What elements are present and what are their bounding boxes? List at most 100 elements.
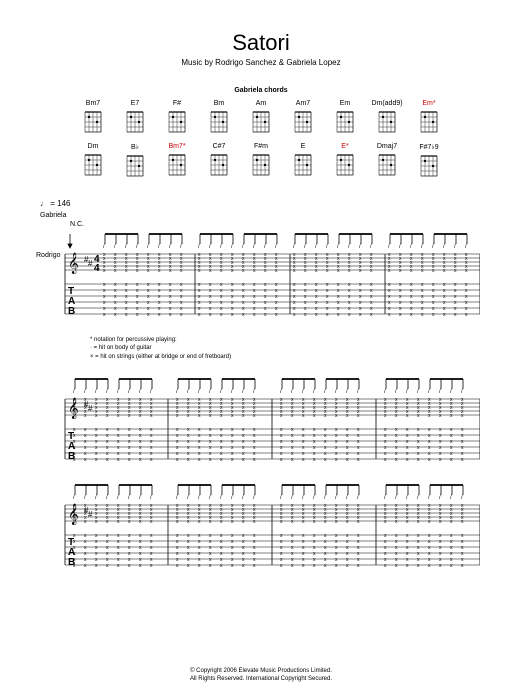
chord-box: Em* (414, 100, 444, 135)
chord-box: E7 (120, 100, 150, 135)
svg-text:x: x (357, 457, 360, 463)
svg-text:x: x (242, 457, 245, 463)
svg-text:x: x (198, 268, 201, 274)
chord-label: F# (173, 100, 181, 107)
chord-label: B♭ (131, 143, 139, 151)
svg-text:#: # (88, 510, 93, 519)
svg-text:x: x (291, 457, 294, 463)
svg-text:x: x (461, 519, 464, 525)
svg-text:/: / (103, 244, 105, 250)
svg-text:x: x (370, 268, 373, 274)
svg-text:/: / (410, 244, 412, 250)
chord-box: Dm (78, 143, 108, 179)
svg-text:x: x (231, 268, 234, 274)
svg-text:x: x (158, 312, 161, 318)
svg-text:x: x (384, 519, 387, 525)
svg-text:x: x (253, 312, 256, 318)
svg-text:x: x (346, 413, 349, 419)
no-chord-label: N.C. (70, 221, 482, 228)
svg-text:x: x (454, 268, 457, 274)
copyright-notice: © Copyright 2006 Elevate Music Productio… (0, 668, 522, 684)
svg-text:/: / (253, 495, 255, 501)
svg-text:/: / (359, 244, 361, 250)
svg-text:x: x (139, 519, 142, 525)
chord-box: Bm (204, 100, 234, 135)
svg-text:x: x (84, 413, 87, 419)
svg-text:x: x (395, 457, 398, 463)
svg-text:x: x (125, 268, 128, 274)
svg-text:x: x (428, 413, 431, 419)
svg-text:x: x (253, 563, 256, 569)
chord-diagram (124, 109, 146, 135)
notation-staff-1: //////////////////////////////// 𝄞 # # 4… (40, 230, 480, 320)
svg-text:/: / (395, 389, 397, 395)
copyright-line-1: © Copyright 2006 Elevate Music Productio… (0, 668, 522, 676)
chord-label: E* (341, 143, 348, 150)
svg-text:x: x (302, 413, 305, 419)
svg-text:/: / (128, 389, 130, 395)
svg-text:/: / (176, 495, 178, 501)
svg-text:x: x (242, 563, 245, 569)
svg-text:#: # (88, 404, 93, 413)
svg-text:/: / (84, 495, 86, 501)
svg-text:x: x (428, 457, 431, 463)
svg-text:/: / (357, 495, 359, 501)
svg-text:x: x (417, 519, 420, 525)
svg-text:x: x (432, 312, 435, 318)
chord-box: F#m (246, 143, 276, 179)
svg-text:/: / (209, 495, 211, 501)
svg-text:x: x (147, 268, 150, 274)
svg-text:x: x (95, 563, 98, 569)
svg-text:x: x (187, 457, 190, 463)
svg-text:/: / (346, 389, 348, 395)
chord-box: Dmaj7 (372, 143, 402, 179)
chord-label: Dm (88, 143, 99, 150)
svg-text:/: / (315, 244, 317, 250)
svg-text:x: x (128, 413, 131, 419)
svg-text:x: x (324, 457, 327, 463)
tempo-marking: ♩ = 146 (40, 199, 482, 208)
svg-text:/: / (384, 495, 386, 501)
svg-text:/: / (114, 244, 116, 250)
legend-title: * notation for percussive playing: (90, 336, 482, 344)
svg-text:x: x (198, 519, 201, 525)
svg-text:x: x (280, 457, 283, 463)
svg-text:/: / (209, 389, 211, 395)
svg-text:x: x (465, 268, 468, 274)
svg-text:x: x (158, 268, 161, 274)
svg-text:x: x (176, 563, 179, 569)
svg-text:x: x (275, 268, 278, 274)
chord-diagram (418, 109, 440, 135)
part-label-gabriela: Gabriela (40, 212, 482, 219)
svg-text:/: / (242, 495, 244, 501)
svg-text:/: / (324, 495, 326, 501)
svg-text:x: x (280, 413, 283, 419)
svg-text:/: / (139, 389, 141, 395)
svg-text:x: x (103, 312, 106, 318)
svg-text:x: x (103, 268, 106, 274)
svg-text:x: x (198, 413, 201, 419)
svg-text:x: x (399, 268, 402, 274)
svg-text:x: x (465, 312, 468, 318)
svg-text:/: / (198, 244, 200, 250)
svg-text:/: / (169, 244, 171, 250)
svg-text:x: x (139, 413, 142, 419)
svg-text:x: x (450, 457, 453, 463)
chord-diagram (82, 109, 104, 135)
svg-text:x: x (114, 312, 117, 318)
svg-text:x: x (73, 457, 76, 463)
chord-box: Am7 (288, 100, 318, 135)
chord-diagram-grid: Bm7E7F#BmAmAm7EmDm(add9)Em*DmB♭Bm7*C#7F#… (40, 100, 482, 179)
svg-text:x: x (395, 413, 398, 419)
svg-text:/: / (454, 244, 456, 250)
svg-text:x: x (95, 519, 98, 525)
chord-label: Bm7 (86, 100, 100, 107)
chord-diagram (166, 109, 188, 135)
svg-text:x: x (406, 413, 409, 419)
svg-text:x: x (128, 519, 131, 525)
svg-text:x: x (209, 312, 212, 318)
svg-text:x: x (198, 312, 201, 318)
svg-text:#: # (88, 259, 93, 268)
svg-text:x: x (150, 563, 153, 569)
svg-text:x: x (337, 268, 340, 274)
